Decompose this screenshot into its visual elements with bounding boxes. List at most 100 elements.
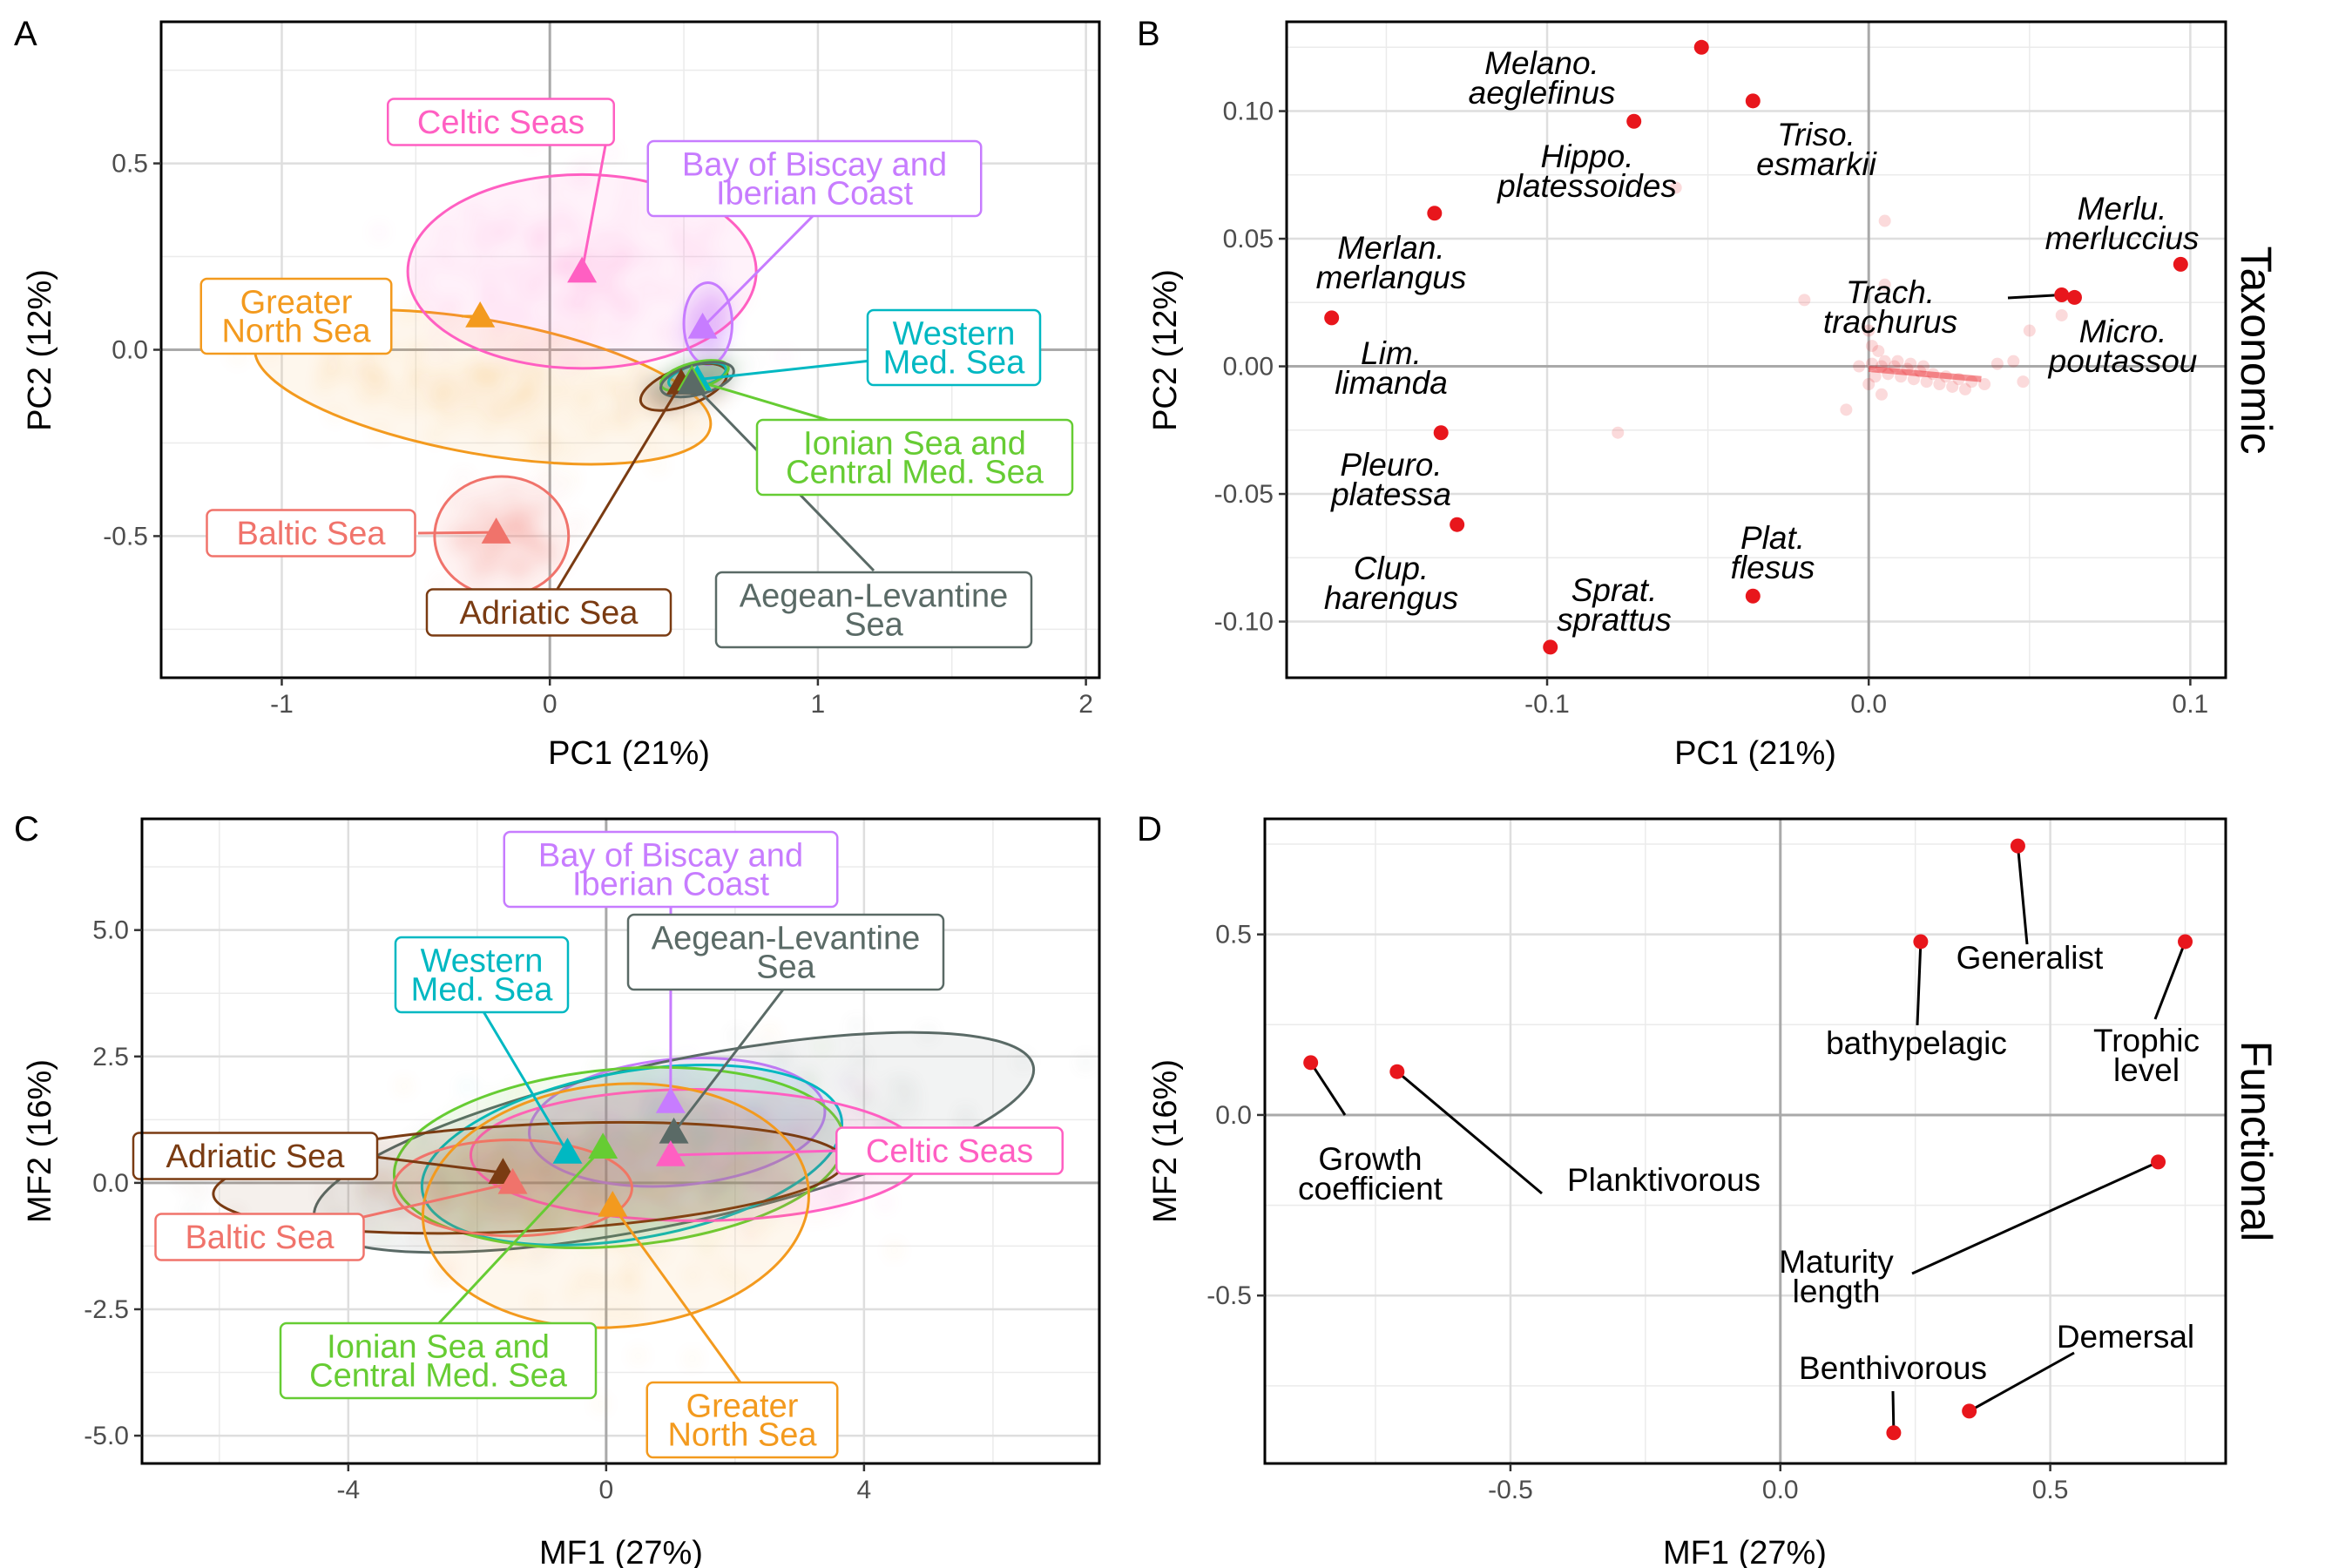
cloud-point: [621, 1127, 632, 1139]
label-text: Aegean-Levantine: [652, 921, 920, 957]
cloud-point: [571, 413, 582, 424]
cloud-point: [808, 1194, 819, 1206]
cloud-point: [535, 399, 546, 410]
cloud-point: [625, 387, 637, 398]
panel-c-axes: -4 0 4 -5.0 -2.5 0.0 2.5 5.0: [84, 817, 1101, 1504]
point-label-text: Growth: [1318, 1141, 1422, 1177]
faint-point: [1965, 375, 1978, 389]
x-tick-label: 0.5: [2032, 1476, 2069, 1504]
cloud-point: [778, 351, 789, 362]
cloud-point: [457, 473, 469, 484]
panel-c-leader-lines: [351, 900, 839, 1386]
faint-point: [1840, 403, 1853, 416]
point-generalist: [2010, 838, 2025, 854]
cloud-point: [490, 370, 501, 382]
cloud-point: [537, 274, 549, 285]
cloud-point: [493, 360, 504, 371]
cloud-point: [613, 391, 625, 402]
cloud-point: [511, 551, 523, 562]
cloud-point: [765, 1027, 776, 1038]
cloud-point: [904, 1091, 916, 1102]
cloud-point: [631, 299, 642, 310]
cloud-point: [429, 430, 441, 442]
cloud-point: [593, 255, 605, 267]
x-tick-label: -0.5: [1488, 1476, 1533, 1504]
point-label-text: Generalist: [1957, 940, 2104, 976]
cloud-point: [577, 1112, 588, 1123]
cloud-point: [410, 400, 422, 411]
cloud-point: [635, 250, 646, 261]
cloud-point: [543, 465, 554, 476]
centroid-greater-north-sea: [598, 1191, 628, 1217]
panel-b-points: [1324, 39, 2188, 655]
cloud-point: [475, 558, 486, 569]
label-pleuro-platessa: Pleuro.platessa: [1330, 447, 1451, 512]
cloud-point: [666, 286, 678, 297]
cloud-point: [321, 371, 333, 382]
point-label-text: platessoides: [1497, 168, 1677, 204]
cloud-point: [530, 1295, 541, 1307]
cloud-point: [382, 1173, 393, 1184]
cloud-point: [414, 276, 425, 287]
leader-line-western-med-sea: [480, 1008, 569, 1153]
label-celtic-seas: Celtic Seas: [835, 1126, 1064, 1175]
cloud-point: [676, 1074, 687, 1085]
cloud-point: [672, 240, 684, 252]
cloud-point: [404, 1179, 416, 1190]
cloud-point: [532, 1158, 544, 1169]
x-tick-label: -1: [270, 690, 294, 719]
cloud-point: [380, 1188, 391, 1200]
cloud-point: [546, 402, 558, 414]
cloud-point: [456, 1152, 468, 1164]
leader-line: [1968, 1351, 2075, 1413]
cloud-point: [494, 405, 505, 416]
faint-point: [1612, 426, 1625, 439]
panel-b-ylabel: PC2 (12%): [1147, 269, 1184, 431]
label-text: North Sea: [667, 1417, 817, 1454]
cloud-point: [633, 1196, 645, 1207]
point-trophic-level: [2178, 934, 2193, 950]
cloud-point: [778, 1054, 789, 1065]
cloud-point: [621, 235, 632, 247]
cloud-point: [564, 472, 576, 483]
panel-b-leader-lines: [2007, 294, 2062, 300]
point-label-text: Trophic: [2093, 1023, 2200, 1058]
cloud-point: [525, 239, 537, 250]
cloud-point: [830, 1190, 841, 1201]
faint-point: [1916, 360, 1930, 373]
label-sprat-sprattus: Sprat.sprattus: [1557, 572, 1672, 638]
faint-point: [1946, 380, 1959, 393]
cloud-point: [702, 1137, 713, 1148]
cloud-point: [733, 1276, 744, 1288]
y-tick-label: -2.5: [84, 1295, 129, 1324]
cloud-point: [760, 1132, 771, 1143]
cloud-point: [624, 1108, 635, 1119]
faint-point: [1952, 373, 1965, 386]
centroid-aegean-levantine-sea: [659, 1117, 689, 1144]
cloud-point: [581, 161, 592, 172]
cloud-point: [536, 556, 547, 567]
cloud-point: [717, 1266, 728, 1277]
cloud-point: [482, 1150, 493, 1161]
cloud-point: [851, 1020, 862, 1031]
y-tick-label: 0.10: [1223, 98, 1274, 126]
cloud-point: [571, 301, 582, 313]
cloud-point: [530, 1213, 541, 1224]
cloud-point: [705, 252, 716, 263]
cloud-point: [557, 381, 568, 392]
label-celtic-seas: Celtic Seas: [387, 98, 615, 146]
point-plat-flesus: [1745, 588, 1761, 604]
cloud-point: [780, 1174, 791, 1186]
cloud-point: [800, 1109, 811, 1120]
cloud-point: [552, 1219, 564, 1230]
cloud-point: [598, 379, 609, 390]
label-text: Med. Sea: [411, 972, 554, 1009]
cloud-point: [414, 343, 425, 355]
point-lim-limanda: [1324, 310, 1340, 326]
faint-point: [1669, 181, 1682, 194]
cloud-point: [324, 359, 335, 370]
cloud-point: [589, 1274, 600, 1285]
